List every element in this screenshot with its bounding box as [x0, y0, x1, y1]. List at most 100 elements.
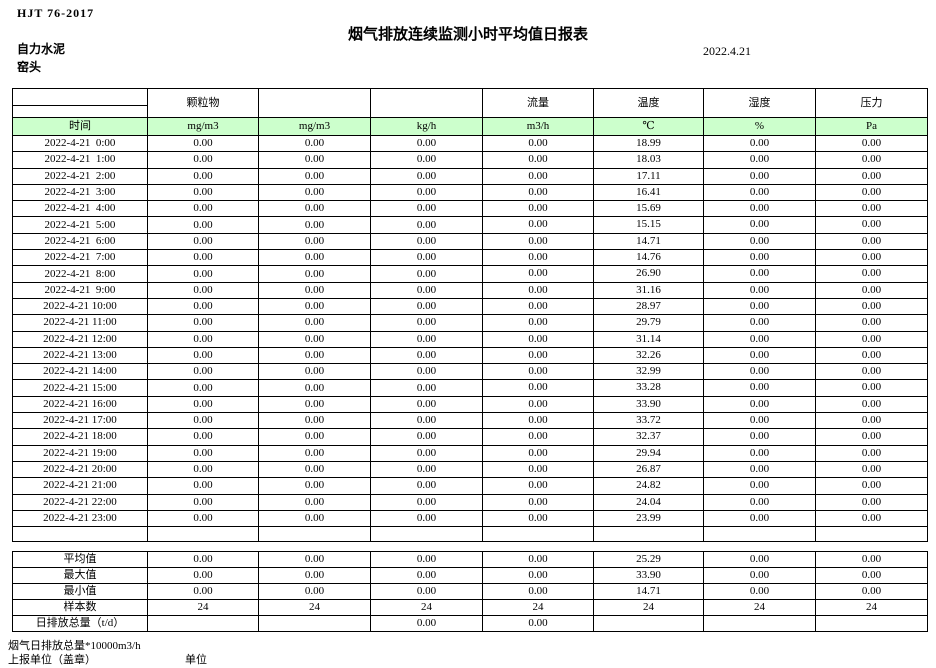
- table-row: 最小值 0.00 0.00 0.00 0.00 14.71 0.00 0.00: [12, 583, 928, 601]
- value-cell: 0.00: [258, 395, 371, 414]
- value-cell: 0.00: [258, 346, 371, 365]
- value-cell: 0.00: [482, 134, 594, 153]
- value-cell: 24.04: [593, 493, 704, 511]
- value-cell: 0.00: [147, 509, 259, 528]
- value-cell: 0.00: [370, 216, 483, 234]
- value-cell: 0.00: [815, 297, 928, 316]
- value-cell: 0.00: [370, 567, 483, 585]
- value-cell: 0.00: [147, 200, 259, 218]
- group-header-cell: [370, 88, 483, 118]
- value-cell: 23.99: [593, 509, 704, 528]
- time-cell: 2022-4-21 9:00: [12, 281, 148, 299]
- value-cell: 0.00: [147, 583, 259, 601]
- value-cell: 14.71: [593, 232, 704, 251]
- group-header-humidity: 湿度: [703, 88, 816, 118]
- value-cell: 0.00: [815, 265, 928, 283]
- value-cell: 0.00: [482, 615, 594, 633]
- time-cell: 2022-4-21 15:00: [12, 379, 148, 397]
- value-cell: 0.00: [482, 509, 594, 528]
- time-cell: 2022-4-21 7:00: [12, 249, 148, 267]
- time-cell: 2022-4-21 6:00: [12, 232, 148, 251]
- value-cell: 0.00: [482, 281, 594, 299]
- monitoring-point: 窑头: [17, 60, 42, 74]
- value-cell: 0.00: [815, 151, 928, 169]
- value-cell: 0.00: [703, 151, 816, 169]
- value-cell: 0.00: [258, 444, 371, 462]
- unit-cell: mg/m3: [147, 117, 259, 136]
- unit-cell: ℃: [593, 117, 704, 136]
- value-cell: 0.00: [815, 444, 928, 462]
- table-row: 2022-4-21 2:00 0.00 0.00 0.00 0.00 17.11 0.00 0…: [12, 167, 928, 185]
- value-cell: 33.72: [593, 412, 704, 430]
- value-cell: 0.00: [370, 477, 483, 495]
- value-cell: 0.00: [815, 232, 928, 251]
- table-row: 2022-4-21 21:00 0.00 0.00 0.00 0.00 24.82 0.00…: [12, 477, 928, 495]
- value-cell: 0.00: [370, 412, 483, 430]
- value-cell: 0.00: [370, 134, 483, 153]
- value-cell: 0.00: [258, 167, 371, 185]
- value-cell: [815, 615, 928, 633]
- value-cell: 0.00: [370, 583, 483, 601]
- summary-label-cell: 样本数: [12, 599, 148, 617]
- table-row: 2022-4-21 0:00 0.00 0.00 0.00 0.00 18.99 0.00 0…: [12, 134, 928, 153]
- summary-rows: 平均值 0.00 0.00 0.00 0.00 25.29 0.00 0.00 最大值 0.00 0…: [12, 551, 928, 633]
- value-cell: 0.00: [258, 200, 371, 218]
- table-row: 2022-4-21 8:00 0.00 0.00 0.00 0.00 26.90 0.00 0…: [12, 265, 928, 283]
- value-cell: 0.00: [815, 346, 928, 365]
- value-cell: 0.00: [815, 134, 928, 153]
- table-row: 2022-4-21 9:00 0.00 0.00 0.00 0.00 31.16 0.00 0…: [12, 281, 928, 299]
- summary-table: 平均值 0.00 0.00 0.00 0.00 25.29 0.00 0.00 最大值 0.00 0…: [12, 551, 928, 633]
- value-cell: 0.00: [370, 509, 483, 528]
- value-cell: 0.00: [815, 477, 928, 495]
- value-cell: 0.00: [370, 615, 483, 633]
- value-cell: 0.00: [147, 216, 259, 234]
- value-cell: 0.00: [147, 412, 259, 430]
- time-cell: 2022-4-21 11:00: [12, 314, 148, 332]
- unit-cell: kg/h: [370, 117, 483, 136]
- table-row: 2022-4-21 4:00 0.00 0.00 0.00 0.00 15.69 0.00 0…: [12, 200, 928, 218]
- value-cell: 0.00: [370, 395, 483, 414]
- table-row: 2022-4-21 23:00 0.00 0.00 0.00 0.00 23.99 0.00…: [12, 509, 928, 528]
- unit-cell: %: [703, 117, 816, 136]
- value-cell: [147, 615, 259, 633]
- table-header: 颗粒物 流量 温度 湿度 压力 时间 mg/m3 mg/m3 kg/h m3/h: [12, 88, 928, 136]
- table-row: 2022-4-21 15:00 0.00 0.00 0.00 0.00 33.28 0.00…: [12, 379, 928, 397]
- value-cell: 0.00: [703, 314, 816, 332]
- group-header-cell: [258, 88, 371, 118]
- table-row: 2022-4-21 10:00 0.00 0.00 0.00 0.00 28.97 0.00…: [12, 297, 928, 316]
- value-cell: [703, 615, 816, 633]
- value-cell: 0.00: [815, 567, 928, 585]
- empty-cell: [703, 526, 816, 543]
- value-cell: 0.00: [482, 493, 594, 511]
- value-cell: 0.00: [482, 460, 594, 479]
- time-cell: 2022-4-21 12:00: [12, 330, 148, 348]
- value-cell: 0.00: [258, 232, 371, 251]
- header-blank-cell: [12, 105, 148, 118]
- value-cell: 0.00: [258, 428, 371, 446]
- value-cell: 0.00: [370, 551, 483, 569]
- value-cell: 0.00: [370, 330, 483, 348]
- table-row: 2022-4-21 20:00 0.00 0.00 0.00 0.00 26.87 0.00…: [12, 460, 928, 479]
- table-row: 2022-4-21 1:00 0.00 0.00 0.00 0.00 18.03 0.00 0…: [12, 151, 928, 169]
- value-cell: 0.00: [370, 151, 483, 169]
- value-cell: 0.00: [703, 583, 816, 601]
- value-cell: 26.87: [593, 460, 704, 479]
- value-cell: 0.00: [370, 493, 483, 511]
- summary-label-cell: 最小值: [12, 583, 148, 601]
- value-cell: 0.00: [258, 183, 371, 202]
- group-header-particulate: 颗粒物: [147, 88, 259, 118]
- value-cell: 24: [703, 599, 816, 617]
- table-row: 最大值 0.00 0.00 0.00 0.00 33.90 0.00 0.00: [12, 567, 928, 585]
- value-cell: 0.00: [147, 477, 259, 495]
- unit-cell: m3/h: [482, 117, 594, 136]
- value-cell: 0.00: [370, 200, 483, 218]
- data-rows: 2022-4-21 0:00 0.00 0.00 0.00 0.00 18.99 0.00 0…: [12, 134, 928, 528]
- value-cell: 32.26: [593, 346, 704, 365]
- value-cell: 15.15: [593, 216, 704, 234]
- report-table-area: 颗粒物 流量 温度 湿度 压力 时间 mg/m3 mg/m3 kg/h m3/h: [12, 88, 928, 633]
- value-cell: 0.00: [815, 395, 928, 414]
- value-cell: 0.00: [482, 379, 594, 397]
- value-cell: 0.00: [370, 379, 483, 397]
- value-cell: 0.00: [147, 428, 259, 446]
- table-row: 2022-4-21 7:00 0.00 0.00 0.00 0.00 14.76 0.00 0…: [12, 249, 928, 267]
